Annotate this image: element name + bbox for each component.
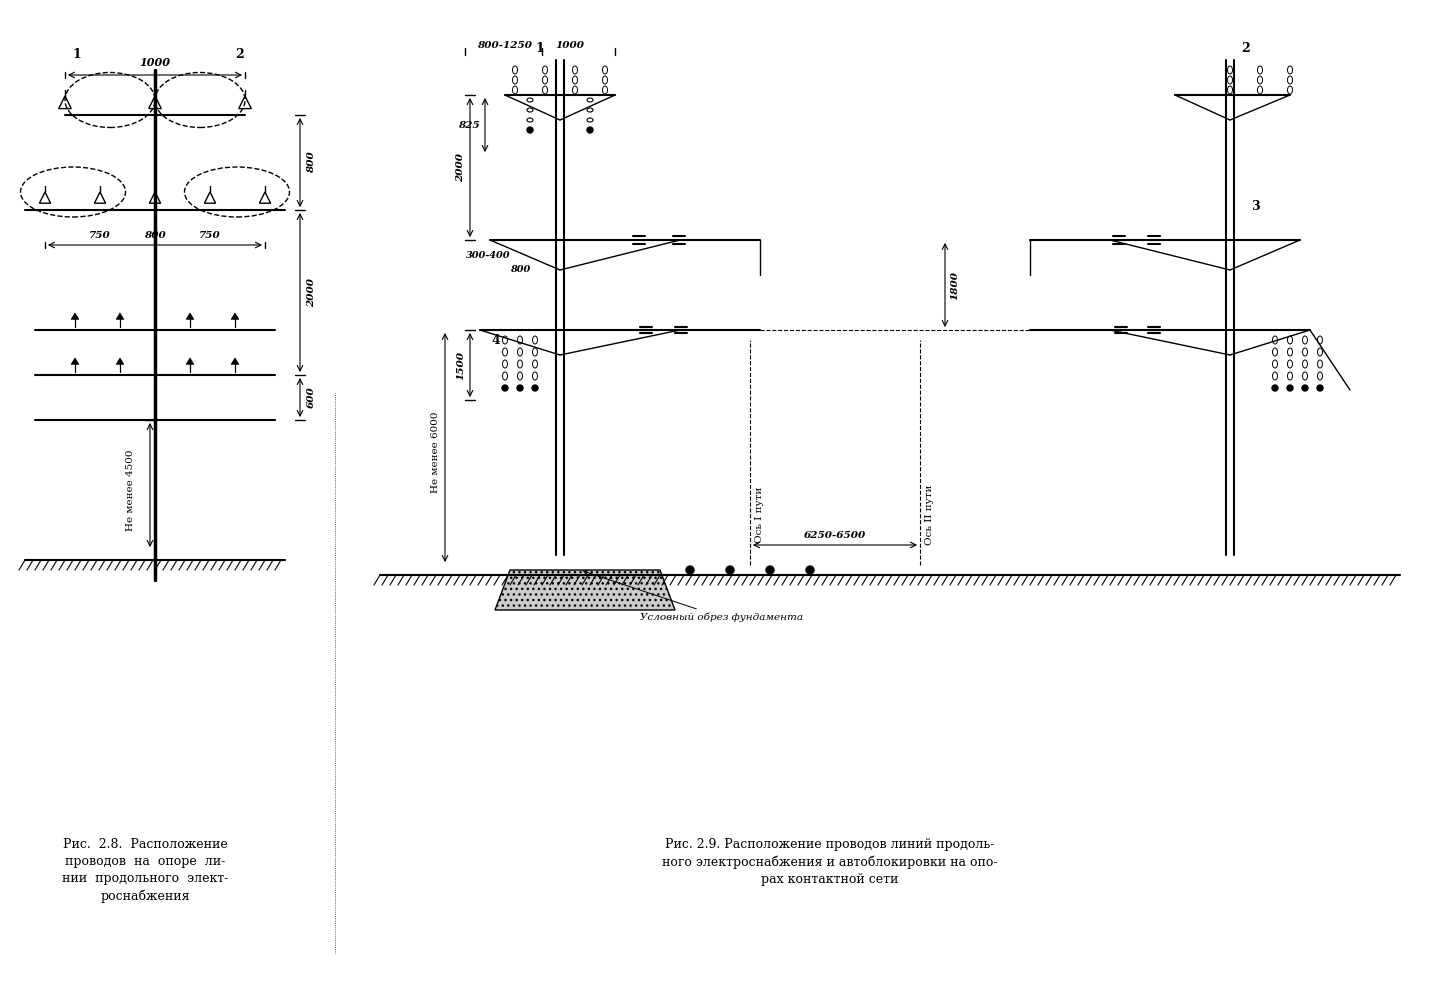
Text: 1500: 1500 xyxy=(456,351,465,379)
Polygon shape xyxy=(116,313,123,320)
Circle shape xyxy=(502,385,508,391)
Text: Рис. 2.9. Расположение проводов линий продоль-
ного электроснабжения и автоблоки: Рис. 2.9. Расположение проводов линий пр… xyxy=(663,838,998,886)
Text: 800: 800 xyxy=(509,265,531,274)
Text: 6250-6500: 6250-6500 xyxy=(804,531,866,540)
Text: 1: 1 xyxy=(73,49,82,62)
Text: 750: 750 xyxy=(89,231,110,240)
Circle shape xyxy=(1302,385,1308,391)
Text: 800: 800 xyxy=(307,152,315,174)
Text: Ось I пути: Ось I пути xyxy=(754,487,764,543)
Polygon shape xyxy=(495,570,675,610)
Text: 2: 2 xyxy=(235,49,244,62)
Circle shape xyxy=(1286,385,1293,391)
Polygon shape xyxy=(116,358,123,364)
Circle shape xyxy=(587,127,594,133)
Polygon shape xyxy=(231,313,239,320)
Circle shape xyxy=(726,566,734,574)
Polygon shape xyxy=(72,313,79,320)
Polygon shape xyxy=(186,313,194,320)
Text: Рис.  2.8.  Расположение
проводов  на  опоре  ли-
нии  продольного  элект-
росна: Рис. 2.8. Расположение проводов на опоре… xyxy=(62,838,228,903)
Text: 300-400: 300-400 xyxy=(466,250,511,259)
Text: 750: 750 xyxy=(199,231,221,240)
Text: 800: 800 xyxy=(145,231,166,240)
Text: 1800: 1800 xyxy=(949,270,959,300)
Text: Не менее 4500: Не менее 4500 xyxy=(126,449,135,530)
Text: 1000: 1000 xyxy=(139,57,171,68)
Circle shape xyxy=(685,566,694,574)
Circle shape xyxy=(518,385,523,391)
Circle shape xyxy=(532,385,538,391)
Text: Ось II пути: Ось II пути xyxy=(925,485,934,545)
Text: Условный обрез фундамента: Условный обрез фундамента xyxy=(584,571,803,622)
Circle shape xyxy=(528,127,533,133)
Text: 600: 600 xyxy=(307,386,315,408)
Circle shape xyxy=(1272,385,1278,391)
Text: 3: 3 xyxy=(1250,200,1259,213)
Text: 2: 2 xyxy=(1240,42,1249,55)
Polygon shape xyxy=(72,358,79,364)
Polygon shape xyxy=(231,358,239,364)
Text: 2000: 2000 xyxy=(307,278,315,307)
Text: 1: 1 xyxy=(536,42,545,55)
Polygon shape xyxy=(186,358,194,364)
Circle shape xyxy=(1316,385,1324,391)
Text: 4: 4 xyxy=(492,334,500,347)
Text: 2000: 2000 xyxy=(456,153,465,182)
Text: 1000: 1000 xyxy=(555,41,585,50)
Text: 825: 825 xyxy=(459,120,480,129)
Text: Не менее 6000: Не менее 6000 xyxy=(432,412,440,494)
Circle shape xyxy=(766,566,774,574)
Circle shape xyxy=(806,566,815,574)
Text: 800-1250: 800-1250 xyxy=(478,41,532,50)
